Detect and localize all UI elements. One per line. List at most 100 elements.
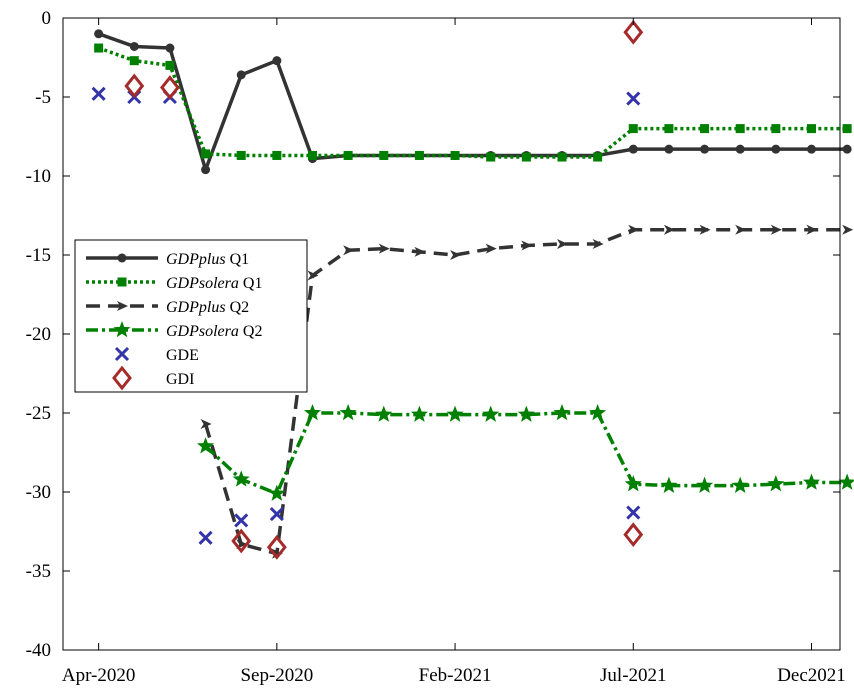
data-point (165, 43, 175, 53)
y-tick-label: -25 (26, 403, 51, 424)
data-point (91, 86, 106, 101)
data-point (272, 56, 282, 66)
data-point (307, 270, 319, 281)
data-point (521, 240, 533, 251)
y-tick-label: -30 (26, 482, 51, 503)
data-point (628, 124, 638, 134)
data-point (624, 475, 642, 492)
data-point (593, 152, 603, 162)
data-point (696, 476, 714, 493)
data-point (446, 405, 464, 422)
data-point (735, 224, 747, 235)
legend-label: GDPplus Q2 (166, 299, 249, 316)
series-gdpsolera-q2 (197, 404, 854, 501)
data-point (165, 60, 175, 70)
data-point (628, 224, 640, 235)
legend-marker (112, 365, 132, 391)
data-point (623, 522, 644, 548)
data-point (557, 152, 567, 162)
data-point (700, 144, 710, 154)
x-tick-label: Apr-2020 (62, 665, 136, 686)
data-point (375, 405, 393, 422)
y-tick-label: -10 (26, 166, 51, 187)
data-point (201, 149, 211, 159)
y-tick-label: 0 (42, 8, 52, 29)
data-point (806, 224, 818, 235)
series-line (98, 46, 848, 159)
data-point (521, 152, 531, 162)
data-point (94, 29, 104, 39)
y-tick-label: -35 (26, 561, 51, 582)
data-point (802, 473, 821, 490)
series-gdpsolera-q1 (94, 43, 852, 162)
data-point (556, 238, 568, 249)
x-tick-label: Dec2021 (777, 665, 846, 686)
y-tick-label: -5 (35, 87, 51, 108)
data-point (735, 124, 745, 134)
legend-marker (113, 321, 131, 338)
data-point (553, 404, 571, 421)
data-point (592, 238, 604, 249)
data-point (700, 124, 710, 134)
data-point (232, 470, 250, 487)
series-gdi (124, 19, 644, 560)
data-point (343, 245, 355, 256)
legend-entry: GDPplus Q1 (86, 251, 249, 268)
data-point (266, 534, 287, 560)
legend-marker (114, 346, 130, 362)
data-point (623, 19, 644, 45)
data-point (414, 246, 426, 257)
data-point (771, 124, 781, 134)
data-point (842, 144, 852, 154)
legend-entry: GDI (112, 365, 194, 391)
data-point (129, 56, 139, 66)
data-point (842, 124, 852, 134)
legend-entry: GDPsolera Q1 (86, 275, 262, 292)
legend-label: GDE (166, 347, 199, 364)
data-point (660, 476, 678, 493)
legend: GDPplus Q1 GDPsolera Q1 GDPplus Q2 GDPsoler… (74, 239, 308, 393)
legend-marker (117, 301, 128, 311)
legend-entry: GDE (114, 346, 199, 364)
data-point (806, 144, 816, 154)
legend-box (74, 239, 308, 393)
plot-frame (62, 17, 841, 651)
data-point (231, 528, 252, 554)
data-point (379, 150, 389, 160)
data-point (450, 250, 462, 260)
data-point (664, 124, 674, 134)
legend-label: GDPplus Q1 (166, 251, 249, 268)
data-point (663, 224, 675, 235)
legend-entry: GDPplus Q2 (86, 299, 249, 316)
legend-entry: GDPsolera Q2 (86, 321, 262, 340)
data-point (626, 91, 641, 106)
data-point (410, 405, 428, 422)
data-point (842, 224, 854, 235)
data-point (735, 144, 745, 154)
data-point (268, 484, 286, 501)
legend-label: GDPsolera Q2 (166, 323, 262, 340)
axes: 0 -5 -10 -15 -20 -25 -30 -35 -40 Apr-2020 Sep-2020… (26, 8, 846, 686)
data-point (236, 70, 246, 80)
data-point (197, 437, 215, 454)
data-point (160, 75, 180, 100)
data-point (307, 150, 317, 160)
data-point (94, 43, 104, 53)
data-point (486, 152, 496, 162)
data-point (838, 473, 854, 490)
y-tick-label: -20 (26, 324, 51, 345)
legend-label: GDPsolera Q1 (166, 275, 262, 292)
x-tick-label: Feb-2021 (419, 665, 492, 686)
series-gdpplus-q2 (200, 224, 854, 559)
data-point (269, 507, 284, 522)
data-point (339, 404, 357, 421)
data-point (589, 404, 607, 421)
data-point (806, 124, 816, 134)
y-tick-label: -15 (26, 245, 51, 266)
legend-marker (117, 277, 127, 287)
data-point (517, 405, 535, 422)
data-point (628, 144, 638, 154)
data-point (343, 150, 353, 160)
legend-label: GDI (166, 371, 194, 388)
